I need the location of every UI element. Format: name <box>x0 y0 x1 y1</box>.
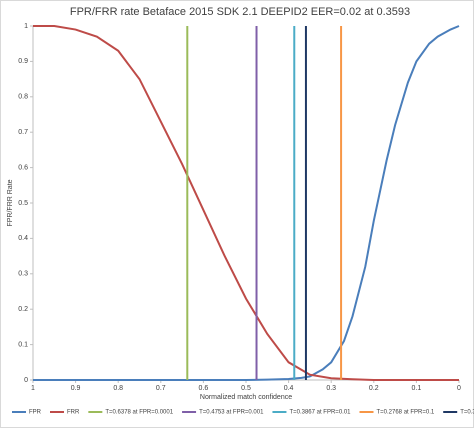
y-tick-label: 0.2 <box>18 306 28 313</box>
legend-label: FRR <box>67 410 80 416</box>
y-tick-label: 0.1 <box>18 341 28 348</box>
y-tick-label: 0.5 <box>18 200 28 207</box>
x-tick-label: 0.6 <box>199 385 209 392</box>
x-tick-label: 1 <box>31 385 35 392</box>
series-line <box>33 25 460 381</box>
legend-label: FPR <box>29 410 42 416</box>
legend-label: T=0.6378 at FPR=0.0001 <box>105 410 173 416</box>
y-tick-label: 0.4 <box>18 235 28 242</box>
y-tick-label: 0.7 <box>18 129 28 136</box>
y-tick-label: 1 <box>24 23 28 30</box>
x-tick-label: 0 <box>457 385 461 392</box>
legend-label: T=0.2768 at FPR=0.1 <box>377 410 435 416</box>
y-axis-label: FPR/FRR Rate <box>7 179 14 226</box>
x-tick-label: 0.8 <box>113 385 123 392</box>
x-tick-label: 0.7 <box>156 385 166 392</box>
x-tick-label: 0.5 <box>241 385 251 392</box>
y-tick-label: 0.6 <box>18 164 28 171</box>
legend-label: T=0.3867 at FPR=0.01 <box>289 410 351 416</box>
chart-title: FPR/FRR rate Betaface 2015 SDK 2.1 DEEPI… <box>70 6 410 18</box>
x-tick-label: 0.3 <box>326 385 336 392</box>
x-tick-label: 0.1 <box>412 385 422 392</box>
y-tick-label: 0.8 <box>18 94 28 101</box>
x-axis-label: Normalized match confidence <box>200 394 292 401</box>
y-tick-label: 0.9 <box>18 58 28 65</box>
legend-label: T=0.4753 at FPR=0.001 <box>199 410 264 416</box>
x-tick-label: 0.4 <box>284 385 294 392</box>
legend-label: T=0.3593 at FPR=0.02 <box>460 410 474 416</box>
y-tick-label: 0 <box>24 377 28 384</box>
y-tick-label: 0.3 <box>18 271 28 278</box>
x-tick-label: 0.9 <box>71 385 81 392</box>
series-line <box>33 25 459 381</box>
x-tick-label: 0.2 <box>369 385 379 392</box>
